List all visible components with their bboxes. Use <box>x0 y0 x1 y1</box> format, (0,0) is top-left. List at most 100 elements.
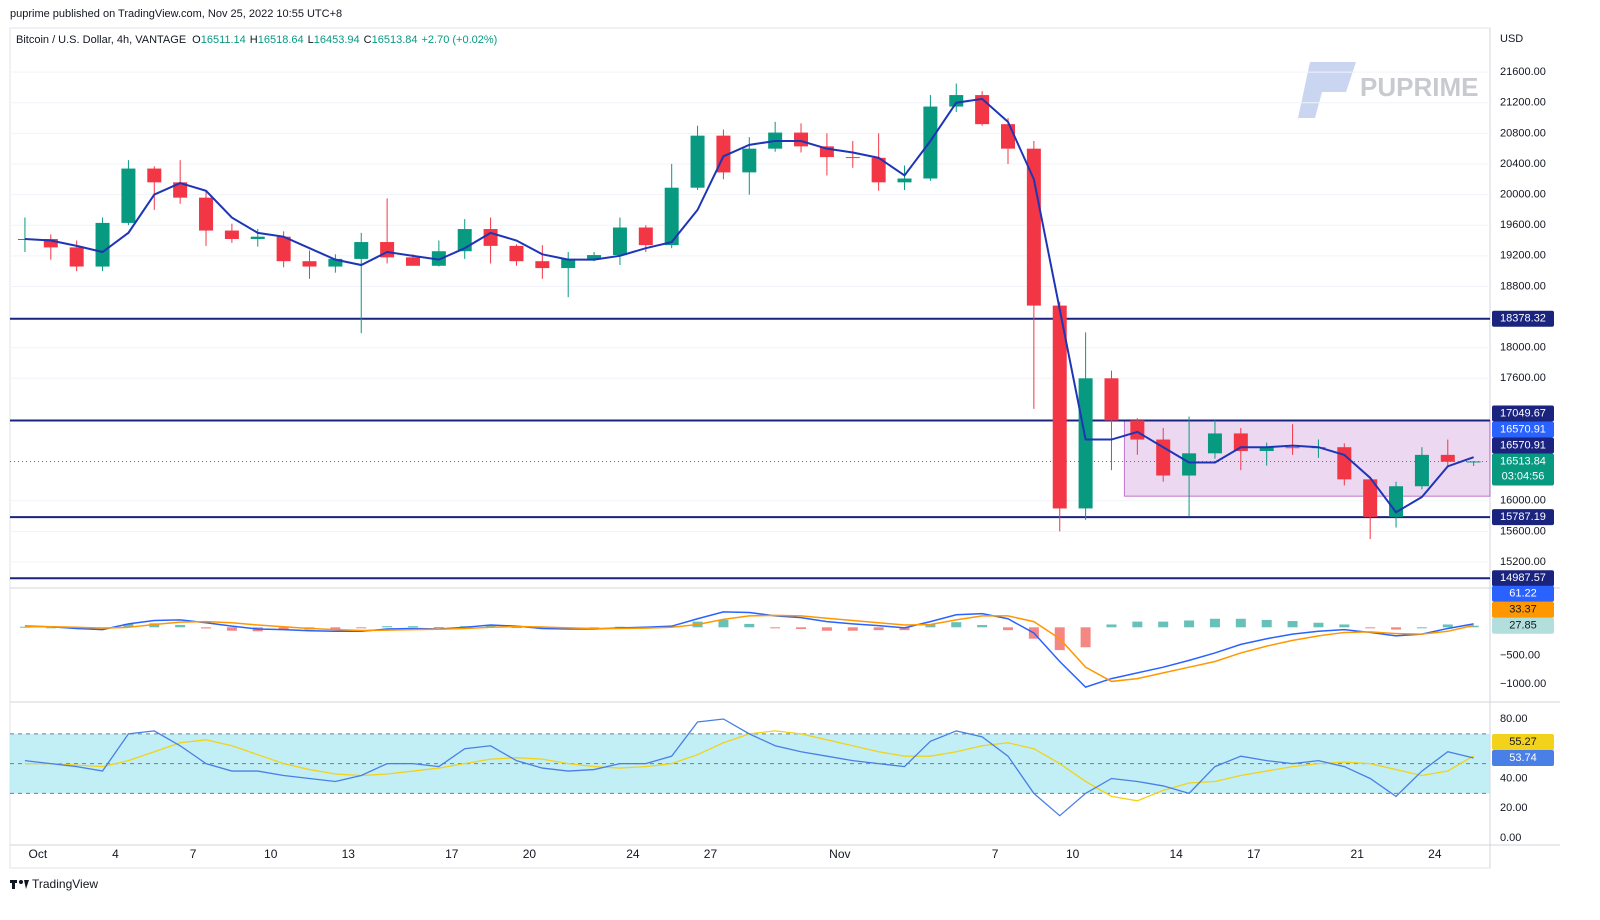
histogram-bar <box>1287 621 1298 628</box>
axis-unit: USD <box>1500 33 1523 45</box>
watermark-logo <box>1298 62 1356 118</box>
candle-body <box>535 261 550 269</box>
price-tag-text: 53.74 <box>1509 752 1537 764</box>
ohlc-key: L <box>308 34 314 46</box>
histogram-bar <box>149 623 160 628</box>
rsi-line <box>24 718 1474 817</box>
moving-average <box>24 97 1474 514</box>
candle-body <box>1466 461 1481 463</box>
histogram-bar <box>175 625 186 628</box>
candle-body <box>1285 447 1300 449</box>
histogram-bar <box>1106 624 1117 628</box>
histogram-bar <box>925 624 936 628</box>
ohlc-value: 16511.14 <box>201 34 246 46</box>
candle-body <box>845 157 860 159</box>
candle-body <box>819 146 834 158</box>
histogram-bar <box>899 627 910 631</box>
y-tick-label: 19200.00 <box>1500 250 1546 262</box>
y-tick-label: 40.00 <box>1500 772 1528 784</box>
x-tick-label: 14 <box>1169 847 1183 861</box>
price-tag <box>1492 509 1554 526</box>
histogram-bar <box>123 623 134 628</box>
candle-body <box>147 168 162 183</box>
price-tag-text: 03:04:56 <box>1502 470 1545 482</box>
price-tag <box>1492 617 1554 634</box>
price-tag <box>1492 453 1554 486</box>
y-tick-label: 18000.00 <box>1500 342 1546 354</box>
ohlc-value: 16453.94 <box>314 34 360 46</box>
y-tick-label: 16000.00 <box>1500 495 1546 507</box>
candle-body <box>276 236 291 262</box>
histogram-bar <box>330 627 341 630</box>
candle-body <box>199 197 214 231</box>
candle-body <box>794 132 809 147</box>
y-tick-label: 18800.00 <box>1500 280 1546 292</box>
x-tick-label: 10 <box>1066 847 1080 861</box>
footer: TradingView <box>10 877 98 891</box>
zone <box>1123 419 1491 497</box>
candle-body <box>121 168 136 223</box>
histogram-bar <box>873 627 884 631</box>
x-tick-label: 10 <box>264 847 278 861</box>
ohlc-key: O <box>192 34 201 46</box>
histogram-bar <box>45 627 56 629</box>
candle-body <box>354 242 369 259</box>
x-tick-label: 4 <box>112 847 119 861</box>
histogram-bar <box>1132 621 1143 628</box>
histogram-bar <box>1184 620 1195 628</box>
candle-body <box>1233 433 1248 452</box>
histogram-bar <box>1261 619 1272 628</box>
y-tick-label: 21200.00 <box>1500 97 1546 109</box>
y-tick-label: 17600.00 <box>1500 372 1546 384</box>
candle-body <box>612 227 627 256</box>
histogram-bar <box>1002 627 1013 631</box>
change: +2.70 (+0.02%) <box>422 34 498 46</box>
histogram-bar <box>847 627 858 631</box>
candle-body <box>638 227 653 246</box>
candle-body <box>173 182 188 198</box>
candle-body <box>1052 305 1067 509</box>
candle-body <box>431 251 446 266</box>
ohlc-key: H <box>250 34 258 46</box>
histogram-bar <box>1416 627 1427 629</box>
candle-body <box>1363 479 1378 517</box>
y-tick-label: 20400.00 <box>1500 158 1546 170</box>
y-tick-label: 15600.00 <box>1500 525 1546 537</box>
histogram-bar <box>1442 624 1453 628</box>
price-tag-text: 16513.84 <box>1500 455 1546 467</box>
histogram-bar <box>278 627 289 631</box>
x-tick-label: 24 <box>1428 847 1442 861</box>
histogram-bar <box>770 627 781 629</box>
candle-body <box>1182 453 1197 476</box>
candle-body <box>483 229 498 246</box>
candle-body <box>1000 124 1015 149</box>
price-tag <box>1492 570 1554 587</box>
price-tag-text: 27.85 <box>1509 620 1537 632</box>
footer-logo <box>24 880 29 889</box>
x-tick-label: Oct <box>29 847 48 861</box>
candle-body <box>871 157 886 183</box>
histogram-bar <box>201 627 212 629</box>
histogram-bar <box>1209 618 1220 628</box>
candle-body <box>1207 433 1222 454</box>
price-tag <box>1492 585 1554 602</box>
histogram-bar <box>511 627 522 629</box>
histogram-bar <box>951 622 962 628</box>
x-tick-label: 17 <box>445 847 459 861</box>
histogram-bar <box>1235 618 1246 628</box>
price-tag <box>1492 310 1554 327</box>
footer-logo <box>19 880 23 884</box>
published-note: puprime published on TradingView.com, No… <box>10 8 342 20</box>
candle-body <box>690 135 705 188</box>
histogram-bar <box>1391 627 1402 630</box>
y-tick-label: 21600.00 <box>1500 66 1546 78</box>
candle-body <box>1414 454 1429 487</box>
macd-line <box>24 614 1474 683</box>
candle-body <box>1130 420 1145 440</box>
y-tick-label: 0.00 <box>1500 832 1521 844</box>
histogram-bar <box>382 626 393 628</box>
histogram-bar <box>821 627 832 631</box>
price-tag-text: 14987.57 <box>1500 572 1546 584</box>
ohlc-value: 16518.64 <box>258 34 304 46</box>
